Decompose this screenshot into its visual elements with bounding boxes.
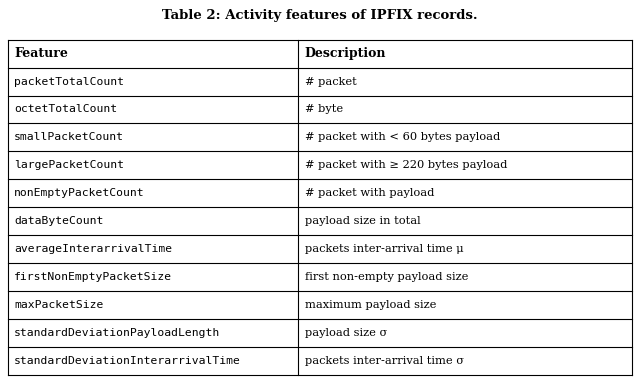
- Text: firstNonEmptyPacketSize: firstNonEmptyPacketSize: [14, 272, 172, 282]
- Text: largePacketCount: largePacketCount: [14, 160, 124, 170]
- Text: octetTotalCount: octetTotalCount: [14, 104, 117, 115]
- Text: # byte: # byte: [305, 104, 342, 115]
- Text: Description: Description: [305, 47, 386, 60]
- Text: standardDeviationInterarrivalTime: standardDeviationInterarrivalTime: [14, 356, 241, 366]
- Text: maxPacketSize: maxPacketSize: [14, 300, 104, 310]
- Text: packets inter-arrival time σ: packets inter-arrival time σ: [305, 356, 463, 366]
- Text: # packet: # packet: [305, 77, 356, 87]
- Text: payload size σ: payload size σ: [305, 328, 387, 338]
- Text: Table 2: Activity features of IPFIX records.: Table 2: Activity features of IPFIX reco…: [162, 9, 478, 22]
- Text: nonEmptyPacketCount: nonEmptyPacketCount: [14, 188, 145, 198]
- Text: packetTotalCount: packetTotalCount: [14, 77, 124, 87]
- Text: smallPacketCount: smallPacketCount: [14, 132, 124, 143]
- Text: # packet with ≥ 220 bytes payload: # packet with ≥ 220 bytes payload: [305, 160, 507, 170]
- Bar: [8, 40, 632, 375]
- Text: first non-empty payload size: first non-empty payload size: [305, 272, 468, 282]
- Text: standardDeviationPayloadLength: standardDeviationPayloadLength: [14, 328, 220, 338]
- Text: # packet with < 60 bytes payload: # packet with < 60 bytes payload: [305, 132, 500, 143]
- Text: maximum payload size: maximum payload size: [305, 300, 436, 310]
- Text: # packet with payload: # packet with payload: [305, 188, 434, 198]
- Text: Feature: Feature: [14, 47, 68, 60]
- Text: payload size in total: payload size in total: [305, 216, 420, 226]
- Text: averageInterarrivalTime: averageInterarrivalTime: [14, 244, 172, 254]
- Text: dataByteCount: dataByteCount: [14, 216, 104, 226]
- Text: packets inter-arrival time μ: packets inter-arrival time μ: [305, 244, 463, 254]
